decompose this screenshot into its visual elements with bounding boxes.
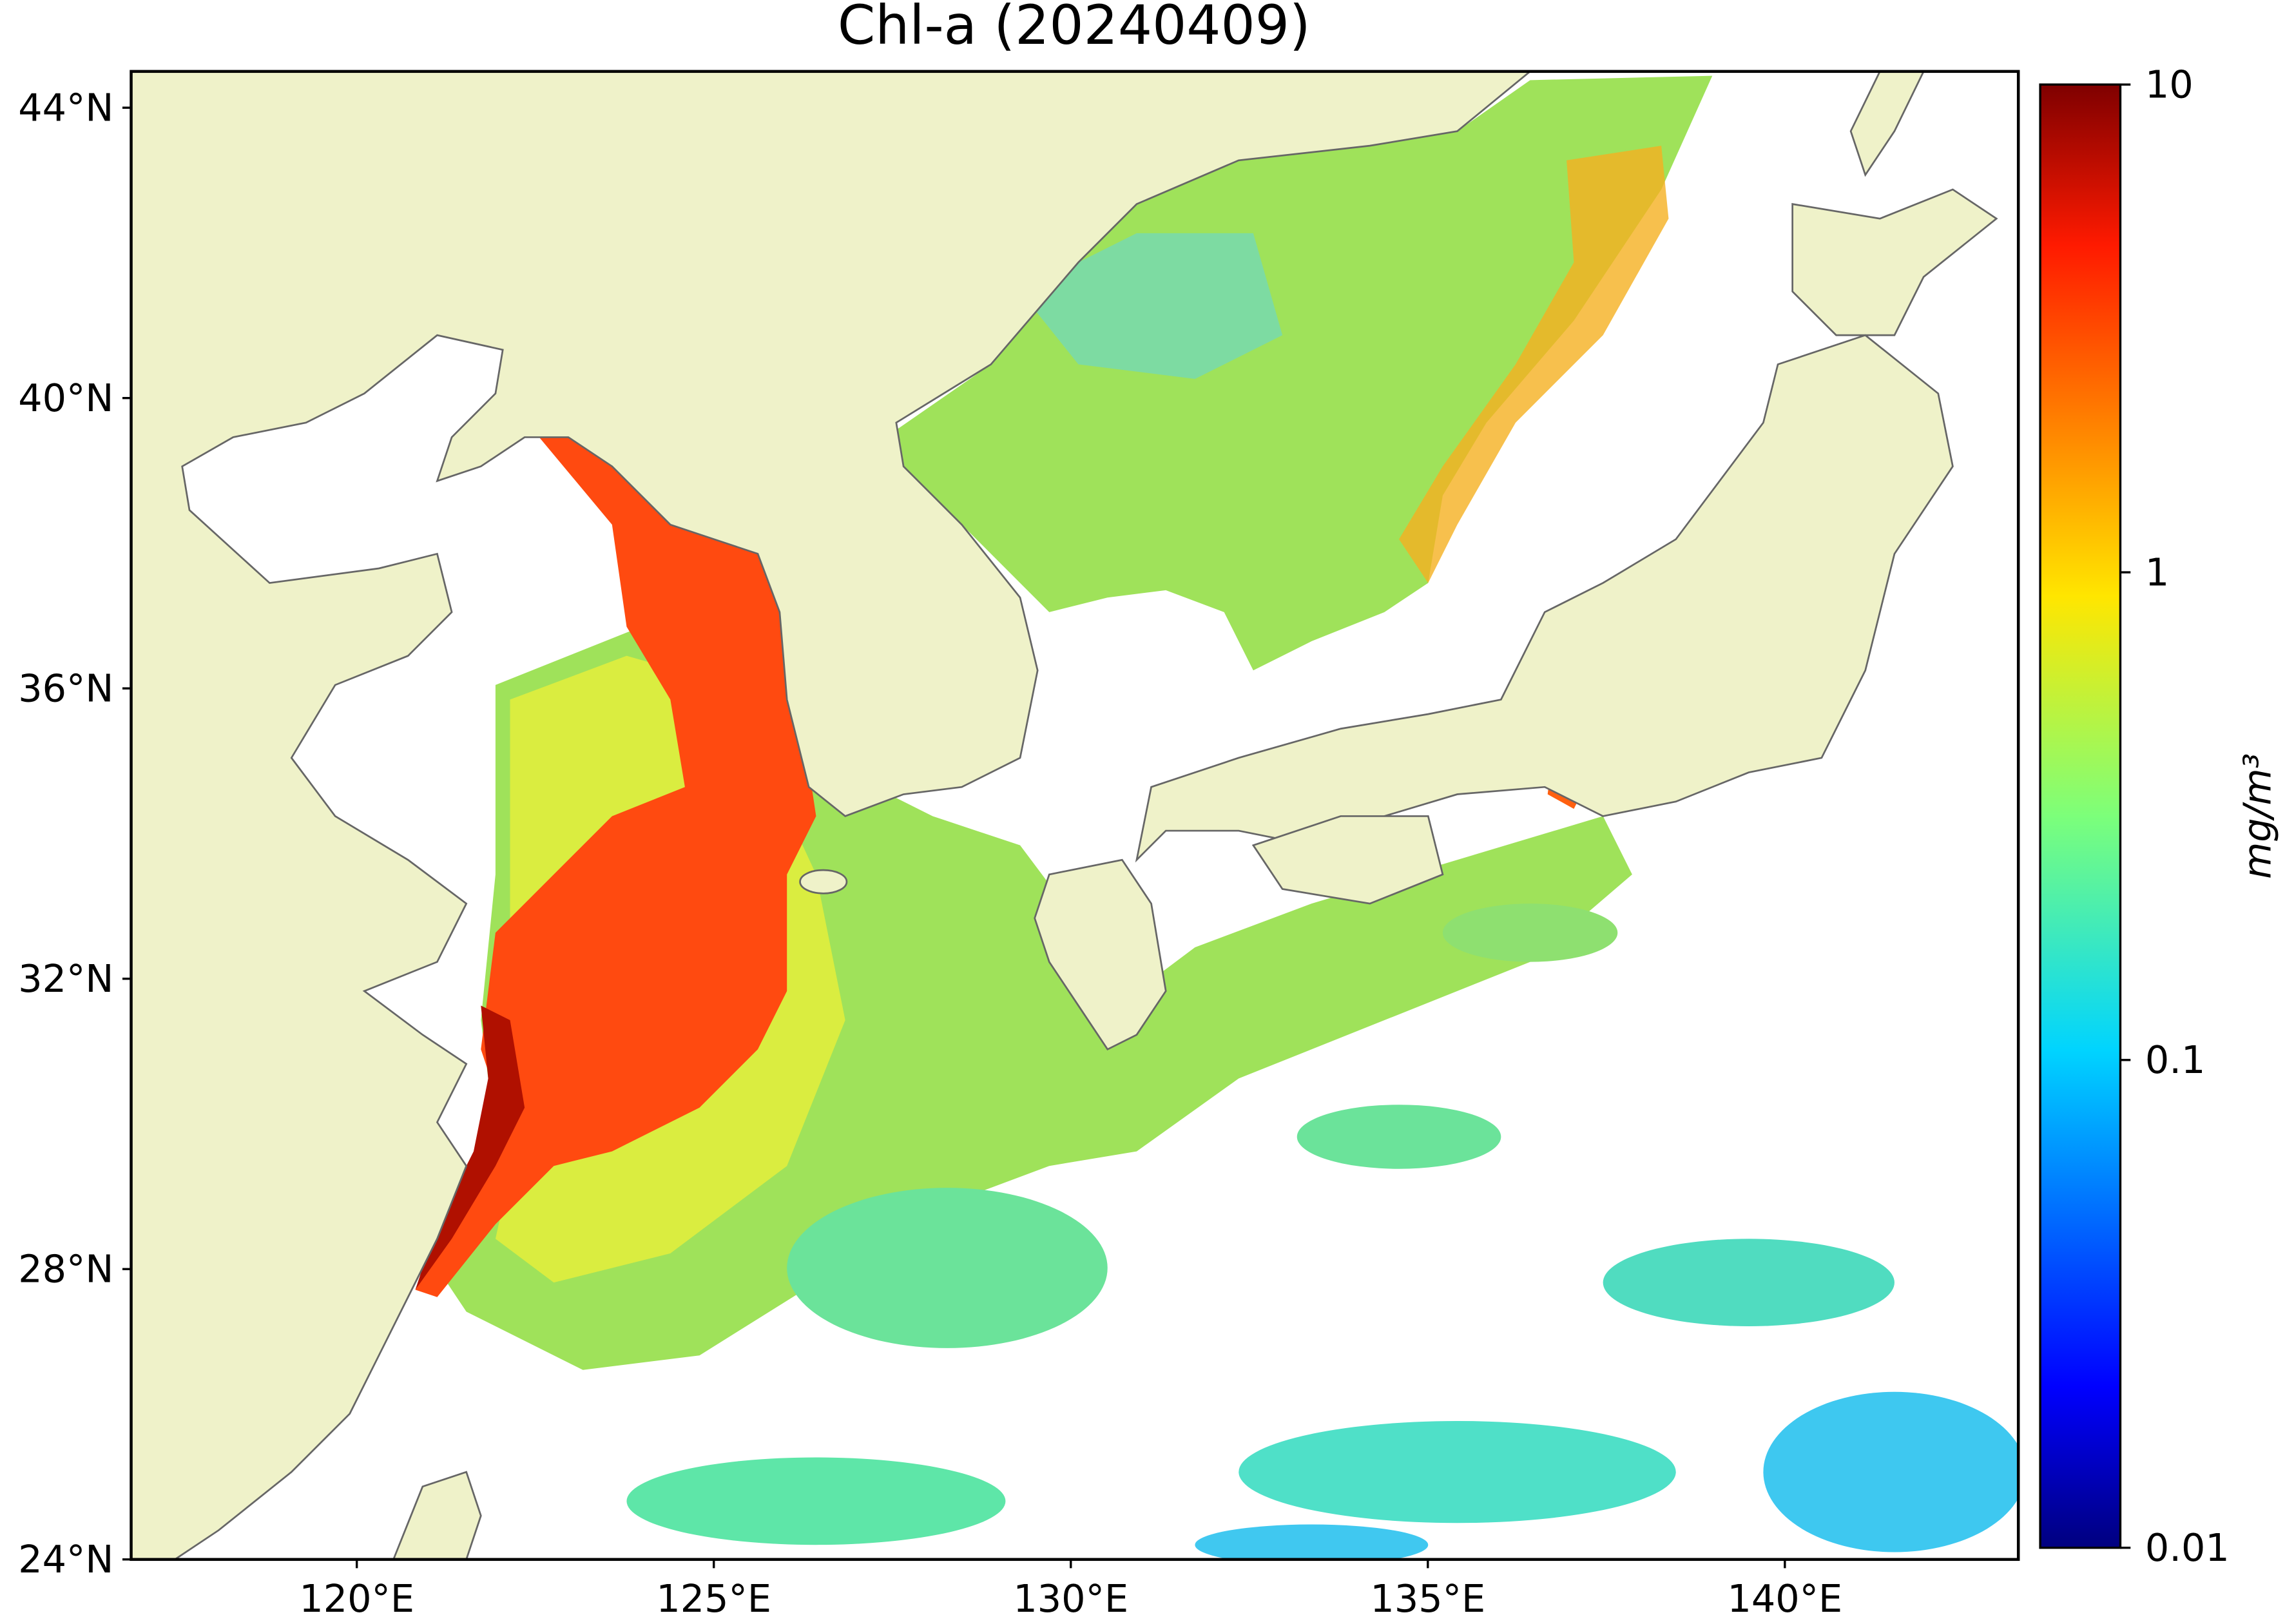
chl-field (896, 75, 1713, 671)
y-tick-label: 24°N (18, 1537, 113, 1581)
chl-field (1399, 146, 1669, 583)
y-tick-label: 28°N (18, 1247, 113, 1291)
x-tick-label: 135°E (1370, 1576, 1485, 1621)
map-area (131, 71, 2019, 1560)
chl-field (1195, 1524, 1429, 1560)
x-tick-label: 140°E (1727, 1576, 1842, 1621)
colorbar-tick-label: 0.1 (2145, 1038, 2205, 1082)
map-title: Chl-a (20240409) (838, 0, 1311, 57)
land (131, 71, 1532, 1560)
x-tick-label: 125°E (656, 1576, 771, 1621)
colorbar-tick-label: 0.01 (2145, 1525, 2230, 1570)
chl-field (1442, 904, 1618, 962)
chl-field (787, 1188, 1108, 1348)
land (392, 1471, 482, 1560)
x-tick-label: 130°E (1013, 1576, 1128, 1621)
chl-field (1239, 1420, 1676, 1523)
plot: Chl-a (20240409) mg/m³ 120°E 125°E 130°E 13… (18, 0, 2279, 1621)
chl-field (1763, 1391, 2019, 1552)
colorbar-label: mg/m³ (2235, 753, 2279, 879)
chl-field (1297, 1105, 1501, 1169)
colorbar (2039, 83, 2122, 1549)
chl-field (626, 1457, 1006, 1545)
land (799, 869, 848, 894)
chl-field (1020, 233, 1283, 379)
land (1034, 858, 1167, 1051)
chl-field (1603, 1239, 1895, 1326)
land (1849, 71, 1925, 177)
land (1251, 815, 1444, 905)
y-tick-label: 44°N (18, 85, 113, 130)
map-frame (130, 70, 2020, 1561)
colorbar-tick-label: 1 (2145, 550, 2169, 594)
y-tick-label: 40°N (18, 376, 113, 420)
land (1791, 188, 1998, 336)
colorbar-tick-label: 10 (2145, 63, 2193, 107)
x-tick-label: 120°E (299, 1576, 414, 1621)
y-tick-label: 32°N (18, 956, 113, 1001)
y-tick-label: 36°N (18, 666, 113, 711)
